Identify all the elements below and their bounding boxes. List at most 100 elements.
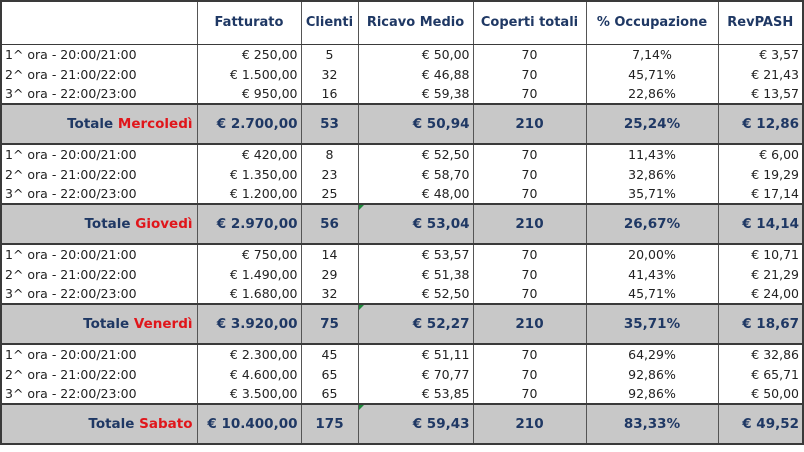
occupazione-cell[interactable]: 41,43% [585, 264, 718, 284]
occupazione-cell[interactable]: 7,14% [585, 44, 718, 64]
total-clienti-cell[interactable]: 53 [300, 103, 358, 145]
occupazione-cell[interactable]: 22,86% [585, 84, 718, 104]
hour-label-cell[interactable]: 3^ ora - 22:00/23:00 [0, 184, 197, 204]
header-revpash[interactable]: RevPASH [717, 0, 804, 45]
total-revpash-cell[interactable]: € 49,52 [717, 403, 804, 445]
revpash-cell[interactable]: € 10,71 [717, 244, 804, 264]
hour-label-cell[interactable]: 3^ ora - 22:00/23:00 [0, 284, 197, 304]
coperti-cell[interactable]: 70 [472, 364, 586, 384]
coperti-cell[interactable]: 70 [472, 144, 586, 164]
occupazione-cell[interactable]: 32,86% [585, 164, 718, 184]
ricavo-medio-cell[interactable]: € 53,85 [357, 384, 473, 404]
total-ricavo-medio-cell[interactable]: € 59,43 [357, 403, 473, 445]
ricavo-medio-cell[interactable]: € 48,00 [357, 184, 473, 204]
total-clienti-cell[interactable]: 56 [300, 203, 358, 245]
total-occupazione-cell[interactable]: 83,33% [585, 403, 718, 445]
coperti-cell[interactable]: 70 [472, 244, 586, 264]
revpash-cell[interactable]: € 6,00 [717, 144, 804, 164]
total-revpash-cell[interactable]: € 12,86 [717, 103, 804, 145]
occupazione-cell[interactable]: 64,29% [585, 344, 718, 364]
occupazione-cell[interactable]: 45,71% [585, 284, 718, 304]
revpash-cell[interactable]: € 3,57 [717, 44, 804, 64]
clienti-cell[interactable]: 65 [300, 364, 358, 384]
hour-label-cell[interactable]: 3^ ora - 22:00/23:00 [0, 84, 197, 104]
total-coperti-cell[interactable]: 210 [472, 203, 586, 245]
total-fatturato-cell[interactable]: € 2.700,00 [196, 103, 301, 145]
ricavo-medio-cell[interactable]: € 52,50 [357, 144, 473, 164]
fatturato-cell[interactable]: € 750,00 [196, 244, 301, 264]
hour-label-cell[interactable]: 2^ ora - 21:00/22:00 [0, 64, 197, 84]
hour-label-cell[interactable]: 1^ ora - 20:00/21:00 [0, 344, 197, 364]
coperti-cell[interactable]: 70 [472, 44, 586, 64]
clienti-cell[interactable]: 65 [300, 384, 358, 404]
occupazione-cell[interactable]: 20,00% [585, 244, 718, 264]
header-empty-cell[interactable] [0, 0, 197, 45]
fatturato-cell[interactable]: € 950,00 [196, 84, 301, 104]
hour-label-cell[interactable]: 1^ ora - 20:00/21:00 [0, 44, 197, 64]
total-fatturato-cell[interactable]: € 3.920,00 [196, 303, 301, 345]
fatturato-cell[interactable]: € 250,00 [196, 44, 301, 64]
fatturato-cell[interactable]: € 1.680,00 [196, 284, 301, 304]
clienti-cell[interactable]: 23 [300, 164, 358, 184]
revpash-cell[interactable]: € 24,00 [717, 284, 804, 304]
total-label-cell[interactable]: Totale Giovedì [0, 203, 197, 245]
clienti-cell[interactable]: 45 [300, 344, 358, 364]
ricavo-medio-cell[interactable]: € 70,77 [357, 364, 473, 384]
total-fatturato-cell[interactable]: € 2.970,00 [196, 203, 301, 245]
occupazione-cell[interactable]: 45,71% [585, 64, 718, 84]
ricavo-medio-cell[interactable]: € 51,11 [357, 344, 473, 364]
ricavo-medio-cell[interactable]: € 50,00 [357, 44, 473, 64]
revpash-cell[interactable]: € 21,43 [717, 64, 804, 84]
total-ricavo-medio-cell[interactable]: € 53,04 [357, 203, 473, 245]
total-occupazione-cell[interactable]: 35,71% [585, 303, 718, 345]
hour-label-cell[interactable]: 2^ ora - 21:00/22:00 [0, 264, 197, 284]
ricavo-medio-cell[interactable]: € 51,38 [357, 264, 473, 284]
header-occupazione[interactable]: % Occupazione [585, 0, 718, 45]
hour-label-cell[interactable]: 1^ ora - 20:00/21:00 [0, 144, 197, 164]
coperti-cell[interactable]: 70 [472, 184, 586, 204]
occupazione-cell[interactable]: 11,43% [585, 144, 718, 164]
fatturato-cell[interactable]: € 3.500,00 [196, 384, 301, 404]
occupazione-cell[interactable]: 92,86% [585, 364, 718, 384]
total-ricavo-medio-cell[interactable]: € 50,94 [357, 103, 473, 145]
header-ricavo-medio[interactable]: Ricavo Medio [357, 0, 473, 45]
coperti-cell[interactable]: 70 [472, 164, 586, 184]
clienti-cell[interactable]: 8 [300, 144, 358, 164]
coperti-cell[interactable]: 70 [472, 284, 586, 304]
hour-label-cell[interactable]: 2^ ora - 21:00/22:00 [0, 164, 197, 184]
total-occupazione-cell[interactable]: 26,67% [585, 203, 718, 245]
clienti-cell[interactable]: 32 [300, 64, 358, 84]
header-clienti[interactable]: Clienti [300, 0, 358, 45]
fatturato-cell[interactable]: € 2.300,00 [196, 344, 301, 364]
clienti-cell[interactable]: 14 [300, 244, 358, 264]
total-revpash-cell[interactable]: € 18,67 [717, 303, 804, 345]
total-coperti-cell[interactable]: 210 [472, 103, 586, 145]
ricavo-medio-cell[interactable]: € 59,38 [357, 84, 473, 104]
total-revpash-cell[interactable]: € 14,14 [717, 203, 804, 245]
ricavo-medio-cell[interactable]: € 52,50 [357, 284, 473, 304]
hour-label-cell[interactable]: 3^ ora - 22:00/23:00 [0, 384, 197, 404]
revpash-cell[interactable]: € 21,29 [717, 264, 804, 284]
fatturato-cell[interactable]: € 420,00 [196, 144, 301, 164]
fatturato-cell[interactable]: € 1.490,00 [196, 264, 301, 284]
hour-label-cell[interactable]: 1^ ora - 20:00/21:00 [0, 244, 197, 264]
total-ricavo-medio-cell[interactable]: € 52,27 [357, 303, 473, 345]
revpash-cell[interactable]: € 17,14 [717, 184, 804, 204]
total-label-cell[interactable]: Totale Sabato [0, 403, 197, 445]
revpash-cell[interactable]: € 65,71 [717, 364, 804, 384]
total-label-cell[interactable]: Totale Venerdì [0, 303, 197, 345]
total-label-cell[interactable]: Totale Mercoledì [0, 103, 197, 145]
clienti-cell[interactable]: 29 [300, 264, 358, 284]
total-coperti-cell[interactable]: 210 [472, 303, 586, 345]
coperti-cell[interactable]: 70 [472, 384, 586, 404]
revpash-cell[interactable]: € 13,57 [717, 84, 804, 104]
header-fatturato[interactable]: Fatturato [196, 0, 301, 45]
fatturato-cell[interactable]: € 4.600,00 [196, 364, 301, 384]
revpash-cell[interactable]: € 32,86 [717, 344, 804, 364]
fatturato-cell[interactable]: € 1.200,00 [196, 184, 301, 204]
fatturato-cell[interactable]: € 1.500,00 [196, 64, 301, 84]
total-clienti-cell[interactable]: 175 [300, 403, 358, 445]
occupazione-cell[interactable]: 35,71% [585, 184, 718, 204]
clienti-cell[interactable]: 5 [300, 44, 358, 64]
total-fatturato-cell[interactable]: € 10.400,00 [196, 403, 301, 445]
